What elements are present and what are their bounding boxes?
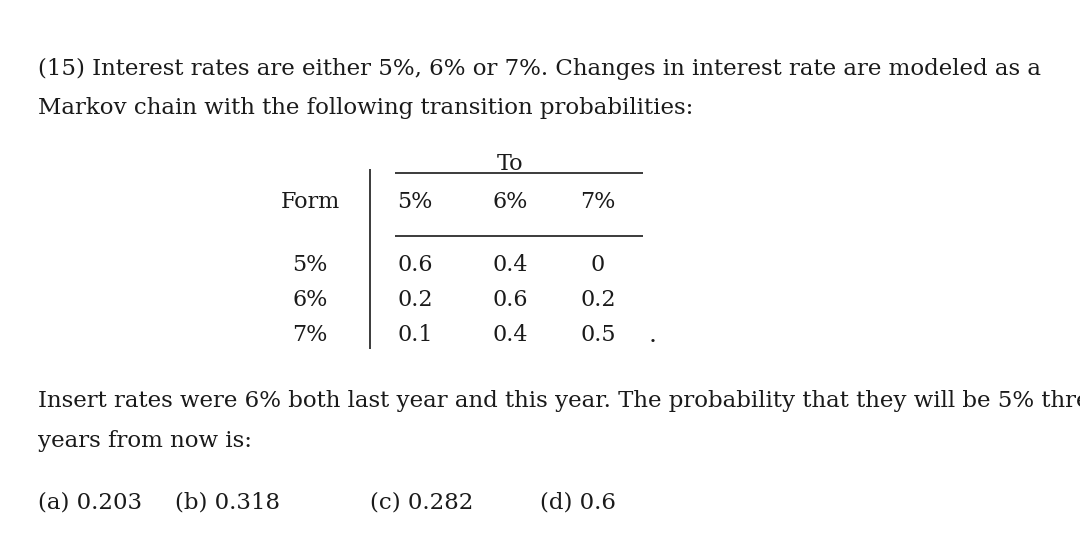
- Text: 0.4: 0.4: [492, 254, 528, 276]
- Text: (c) 0.282: (c) 0.282: [370, 492, 473, 514]
- Text: (b) 0.318: (b) 0.318: [175, 492, 280, 514]
- Text: 5%: 5%: [397, 191, 433, 213]
- Text: 7%: 7%: [293, 324, 327, 346]
- Text: .: .: [649, 324, 657, 347]
- Text: 0.4: 0.4: [492, 324, 528, 346]
- Text: (a) 0.203: (a) 0.203: [38, 492, 143, 514]
- Text: To: To: [497, 153, 524, 175]
- Text: (15) Interest rates are either 5%, 6% or 7%. Changes in interest rate are modele: (15) Interest rates are either 5%, 6% or…: [38, 58, 1041, 80]
- Text: 7%: 7%: [580, 191, 616, 213]
- Text: years from now is:: years from now is:: [38, 430, 252, 452]
- Text: Markov chain with the following transition probabilities:: Markov chain with the following transiti…: [38, 97, 693, 119]
- Text: 6%: 6%: [293, 289, 327, 311]
- Text: 0.2: 0.2: [580, 289, 616, 311]
- Text: 6%: 6%: [492, 191, 528, 213]
- Text: 0.5: 0.5: [580, 324, 616, 346]
- Text: 0.6: 0.6: [492, 289, 528, 311]
- Text: 0.1: 0.1: [397, 324, 433, 346]
- Text: 0: 0: [591, 254, 605, 276]
- Text: 5%: 5%: [293, 254, 327, 276]
- Text: (d) 0.6: (d) 0.6: [540, 492, 616, 514]
- Text: Form: Form: [281, 191, 339, 213]
- Text: 0.6: 0.6: [397, 254, 433, 276]
- Text: 0.2: 0.2: [397, 289, 433, 311]
- Text: Insert rates were 6% both last year and this year. The probability that they wil: Insert rates were 6% both last year and …: [38, 390, 1080, 412]
